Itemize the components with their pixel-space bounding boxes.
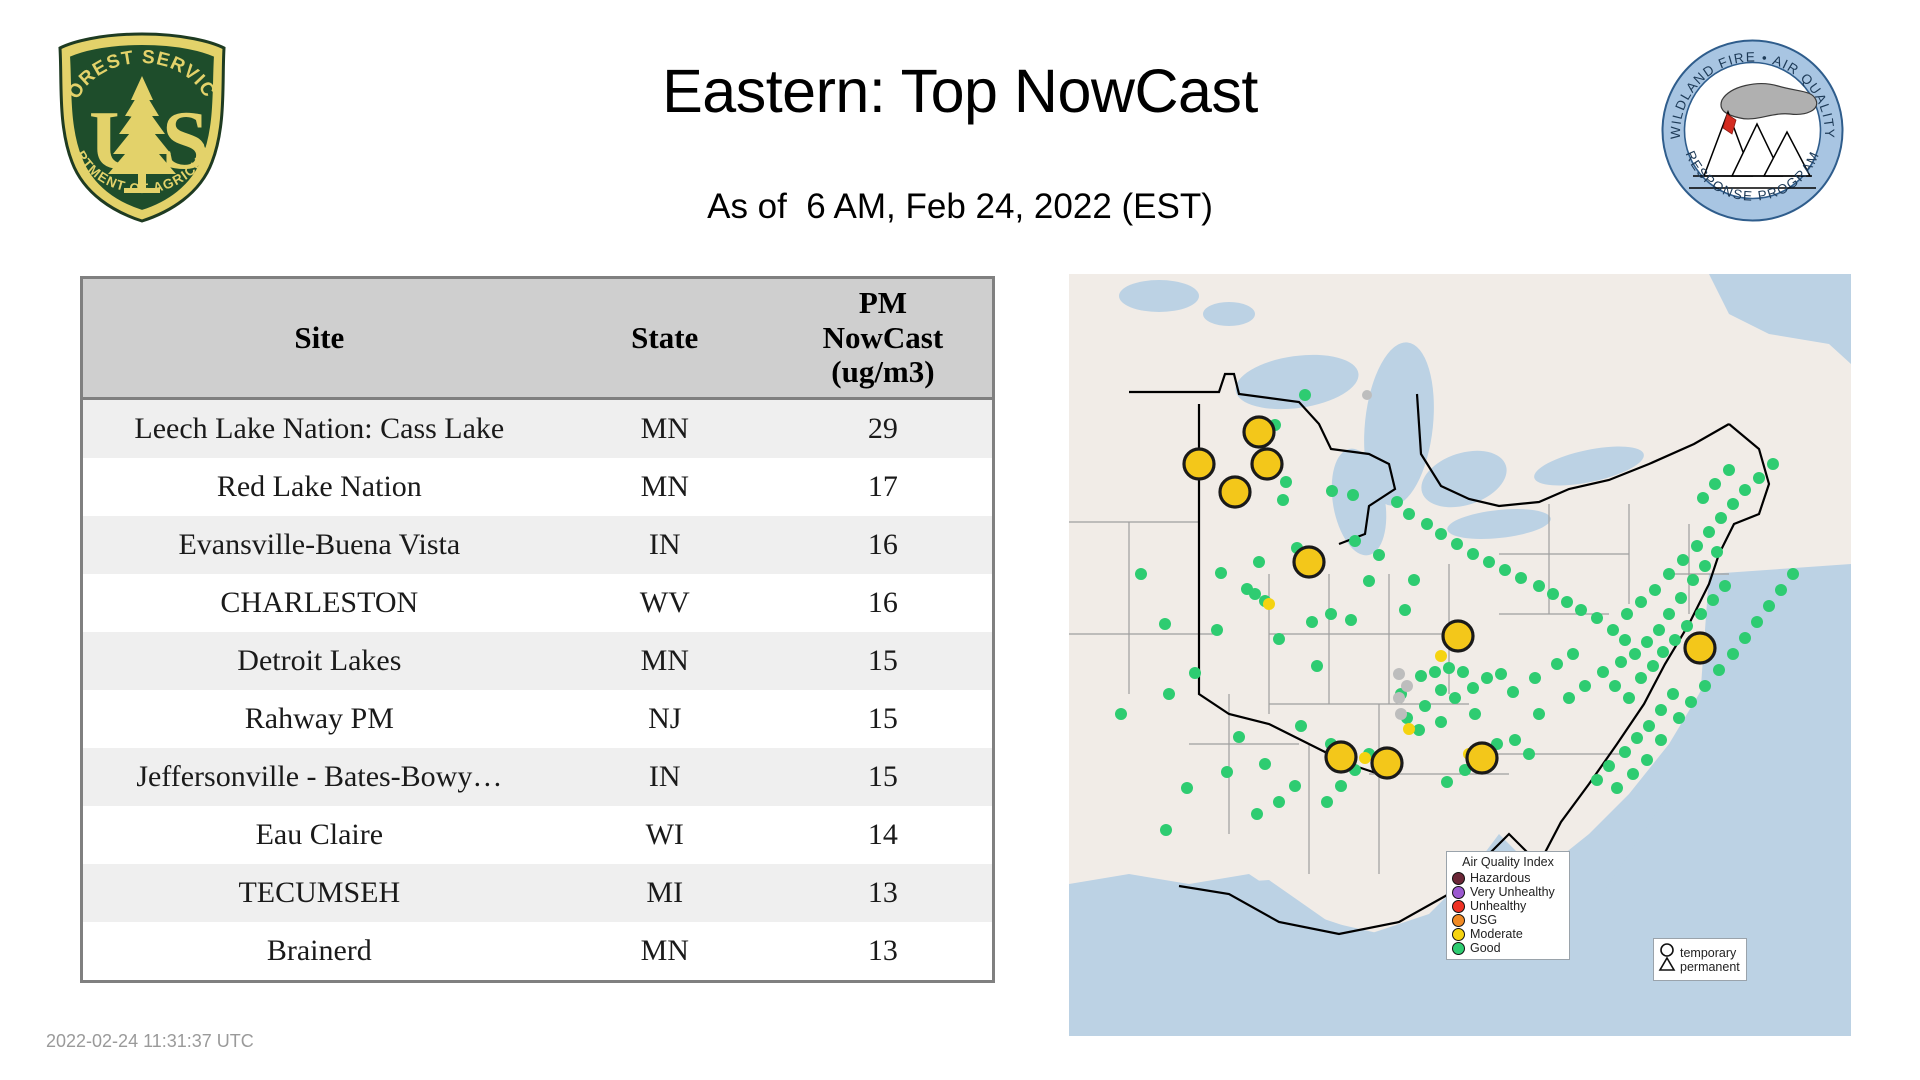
table-body: Leech Lake Nation: Cass Lake MN 29 Red Lake… <box>83 398 992 980</box>
table-row: Eau Claire WI 14 <box>83 806 992 864</box>
page-subtitle: As of 6 AM, Feb 24, 2022 (EST) <box>707 187 1213 226</box>
aqi-legend-row: Moderate <box>1452 927 1564 941</box>
table-cell-pm: 13 <box>867 876 898 909</box>
table-row: Red Lake Nation MN 17 <box>83 458 992 516</box>
table-cell-pm: 29 <box>867 412 898 445</box>
monitor-legend-temporary-label: temporary <box>1680 945 1737 960</box>
column-header-pm-nowcast: PM NowCast (ug/m3) <box>773 279 992 400</box>
footer-timestamp: 2022-02-24 11:31:37 UTC <box>46 1031 254 1051</box>
permanent-triangle-icon <box>1658 956 1676 971</box>
aqi-legend-row: USG <box>1452 913 1564 927</box>
temporary-circle-icon <box>1660 943 1674 957</box>
table-cell-pm: 15 <box>867 702 898 735</box>
aqi-legend-label: Good <box>1470 941 1501 955</box>
table-cell-site: Leech Lake Nation: Cass Lake <box>134 412 505 445</box>
aqi-legend-row: Very Unhealthy <box>1452 885 1564 899</box>
table-cell-site: Brainerd <box>266 934 372 967</box>
table-cell-state: IN <box>648 760 681 793</box>
aqi-legend-row: Good <box>1452 941 1564 955</box>
table-cell-site: CHARLESTON <box>220 586 419 619</box>
map-great-lakes <box>1119 280 1644 556</box>
table-row: Rahway PM NJ 15 <box>83 690 992 748</box>
table-cell-state: IN <box>648 528 681 561</box>
usda-forest-service-shield-logo: FOREST SERVICE U S DEPARTMENT OF AGRICUL… <box>45 14 232 225</box>
column-header-state: State <box>555 279 774 400</box>
monitor-shape-icons <box>1658 942 1676 977</box>
aqi-legend-label: Hazardous <box>1470 871 1531 885</box>
aqi-legend-label: Unhealthy <box>1470 899 1527 913</box>
table-cell-site: Evansville-Buena Vista <box>178 528 461 561</box>
table-cell-site: Red Lake Nation <box>216 470 422 503</box>
map-good-monitors <box>1115 389 1799 836</box>
map-moderate-small-monitors <box>1263 598 1475 764</box>
table-cell-state: WI <box>645 818 684 851</box>
aqi-legend-row: Unhealthy <box>1452 899 1564 913</box>
table-cell-site: Detroit Lakes <box>237 644 402 677</box>
aqi-legend-swatch-icon <box>1452 927 1465 941</box>
table-cell-site: Eau Claire <box>255 818 384 851</box>
map-top-site-markers <box>1182 415 1717 780</box>
table-cell-pm: 13 <box>867 934 898 967</box>
table-row: TECUMSEH MI 13 <box>83 864 992 922</box>
column-header-pm-line3: (ug/m3) <box>831 354 935 390</box>
table-row: Leech Lake Nation: Cass Lake MN 29 <box>83 398 992 458</box>
aqi-legend-swatch-icon <box>1452 871 1465 885</box>
table-row: Evansville-Buena Vista IN 16 <box>83 516 992 574</box>
table-row: CHARLESTON WV 16 <box>83 574 992 632</box>
monitor-type-legend: temporary permanent <box>1653 938 1747 981</box>
table-cell-state: MN <box>640 470 689 503</box>
table-row: Detroit Lakes MN 15 <box>83 632 992 690</box>
aqi-legend-label: Very Unhealthy <box>1470 885 1555 899</box>
aqi-legend-row: Hazardous <box>1452 871 1564 885</box>
monitor-legend-permanent-label: permanent <box>1680 959 1740 974</box>
table-cell-state: NJ <box>648 702 682 735</box>
map-gulf-water <box>1069 880 1399 984</box>
table-cell-site: Rahway PM <box>244 702 394 735</box>
table-cell-state: MI <box>646 876 684 909</box>
aqi-legend-swatch-icon <box>1452 885 1465 899</box>
page-title: Eastern: Top NowCast <box>662 57 1258 125</box>
air-quality-index-legend: Air Quality Index Hazardous Very Unhealth… <box>1446 851 1570 960</box>
table-cell-state: WV <box>639 586 690 619</box>
table-cell-pm: 15 <box>867 644 898 677</box>
table-cell-site: TECUMSEH <box>238 876 401 909</box>
table-cell-site: Jeffersonville - Bates-Bowy… <box>136 760 503 793</box>
aqi-legend-label: Moderate <box>1470 927 1523 941</box>
column-header-pm-line1: PM <box>858 284 908 320</box>
table-cell-state: MN <box>640 644 689 677</box>
aqi-legend-swatch-icon <box>1452 899 1465 913</box>
aqi-legend-swatch-icon <box>1452 941 1465 955</box>
column-header-pm-line2: NowCast <box>822 319 944 355</box>
aqi-legend-swatch-icon <box>1452 913 1465 927</box>
table-header-row: Site State PM NowCast (ug/m3) <box>83 279 992 400</box>
table-cell-pm: 16 <box>867 528 898 561</box>
table-cell-pm: 17 <box>867 470 898 503</box>
table-cell-pm: 15 <box>867 760 898 793</box>
map-atlantic-water <box>1489 564 1851 1036</box>
table-cell-state: MN <box>640 412 689 445</box>
table-cell-state: MN <box>640 934 689 967</box>
aqi-legend-label: USG <box>1470 913 1498 927</box>
table-row: Jeffersonville - Bates-Bowy… IN 15 <box>83 748 992 806</box>
table-row: Brainerd MN 13 <box>83 922 992 980</box>
map-inactive-monitors <box>1362 390 1413 720</box>
top-nowcast-table: Site State PM NowCast (ug/m3) Leech Lake… <box>80 276 995 983</box>
aqi-legend-title: Air Quality Index <box>1462 855 1554 869</box>
table-cell-pm: 16 <box>867 586 898 619</box>
wildland-fire-air-quality-response-program-logo: WILDLAND FIRE • AIR QUALITY RESPONSE PRO… <box>1660 38 1845 223</box>
table-cell-pm: 14 <box>867 818 898 851</box>
column-header-site: Site <box>83 279 556 400</box>
